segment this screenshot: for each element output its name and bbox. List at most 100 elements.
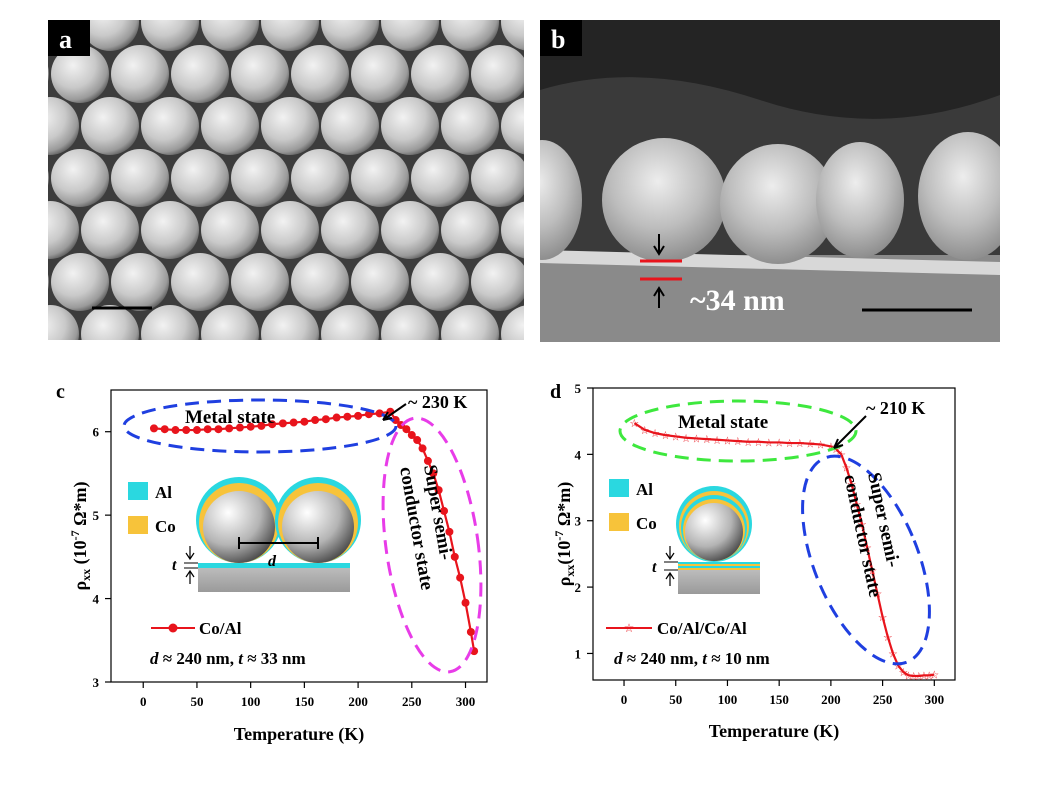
spacing-d-label: d bbox=[268, 553, 277, 570]
sem-sphere bbox=[381, 97, 439, 155]
transition-arrow-icon bbox=[382, 403, 407, 421]
data-point: ☆ bbox=[733, 436, 743, 448]
sem-sphere bbox=[111, 357, 169, 415]
sem-sphere bbox=[441, 201, 499, 259]
data-point: ☆ bbox=[816, 439, 826, 451]
sem-sphere bbox=[471, 149, 524, 207]
x-tick-label: 300 bbox=[925, 692, 945, 707]
data-point bbox=[407, 431, 416, 440]
sem-sphere bbox=[261, 97, 319, 155]
panel-b-top-haze bbox=[540, 20, 1000, 119]
metal-state-ellipse bbox=[122, 398, 398, 454]
panel-b-sphere-right bbox=[918, 132, 1000, 260]
panel-c-legend-label: Co/Al bbox=[199, 619, 242, 638]
core-sphere bbox=[203, 491, 275, 563]
sem-sphere bbox=[201, 201, 259, 259]
panel-b-sphere bbox=[720, 144, 836, 264]
sem-sphere bbox=[471, 357, 529, 415]
panel-c-frame bbox=[110, 389, 488, 683]
y-tick-label: 3 bbox=[575, 514, 582, 529]
panel-b-thickness-label: ~34 nm bbox=[690, 284, 785, 317]
sem-sphere bbox=[471, 45, 524, 103]
x-tick-label: 150 bbox=[769, 692, 789, 707]
metal-state-label: Metal state bbox=[185, 407, 275, 428]
panel-d-ylabel: ρxx(10-7 Ω*m) bbox=[552, 482, 577, 587]
data-point: ☆ bbox=[629, 418, 639, 430]
sem-sphere bbox=[141, 201, 199, 259]
panel-c-label: c bbox=[56, 381, 65, 403]
sem-sphere bbox=[48, 201, 79, 259]
sem-sphere bbox=[441, 305, 499, 340]
substrate bbox=[678, 570, 760, 594]
sem-sphere bbox=[231, 45, 289, 103]
sem-sphere bbox=[411, 149, 469, 207]
sem-sphere bbox=[48, 170, 49, 186]
panel-a: a bbox=[0, 0, 649, 415]
data-point: ☆ bbox=[883, 632, 893, 644]
sem-sphere bbox=[501, 305, 524, 340]
sem-sphere bbox=[0, 0, 19, 51]
data-point bbox=[171, 426, 180, 435]
sem-sphere bbox=[0, 357, 49, 415]
data-point: ☆ bbox=[640, 425, 650, 437]
data-point: ☆ bbox=[681, 433, 691, 445]
sem-sphere bbox=[351, 149, 409, 207]
data-point: ☆ bbox=[785, 438, 795, 450]
film-layer bbox=[678, 562, 760, 564]
sem-sphere bbox=[81, 305, 139, 340]
sem-sphere bbox=[171, 253, 229, 311]
panel-b-sphere bbox=[602, 138, 726, 262]
sem-sphere bbox=[591, 357, 649, 415]
co-legend-label: Co bbox=[636, 514, 657, 533]
al-legend-label: Al bbox=[155, 483, 172, 502]
x-tick-label: 250 bbox=[873, 692, 893, 707]
data-point: ☆ bbox=[893, 660, 903, 672]
data-point: ☆ bbox=[754, 437, 764, 449]
data-point: ☆ bbox=[723, 435, 733, 447]
panel-b-sphere bbox=[816, 142, 904, 258]
sem-sphere bbox=[411, 253, 469, 311]
data-point bbox=[257, 421, 266, 430]
data-point bbox=[182, 426, 191, 435]
data-point: ☆ bbox=[898, 667, 908, 679]
sem-sphere bbox=[111, 149, 169, 207]
y-tick-label: 2 bbox=[575, 580, 582, 595]
sem-sphere bbox=[48, 305, 79, 340]
sem-sphere bbox=[51, 253, 109, 311]
y-tick-label: 4 bbox=[93, 592, 100, 607]
sem-sphere bbox=[261, 20, 319, 51]
panel-c-ylabel: ρxx (10-7 Ω*m) bbox=[68, 481, 93, 590]
x-tick-label: 300 bbox=[456, 694, 476, 709]
thickness-up-arrow-icon bbox=[185, 569, 195, 584]
panel-d-legend-label: Co/Al/Co/Al bbox=[657, 619, 747, 638]
sem-sphere bbox=[0, 305, 19, 363]
panel-b-arrow-up-icon bbox=[653, 286, 665, 308]
sem-sphere bbox=[111, 253, 169, 311]
sem-sphere bbox=[381, 305, 439, 340]
thickness-t-label: t bbox=[652, 559, 657, 576]
data-point bbox=[289, 418, 298, 427]
x-tick-label: 200 bbox=[821, 692, 841, 707]
data-point bbox=[354, 411, 363, 420]
co-legend-label: Co bbox=[155, 517, 176, 536]
data-point: ☆ bbox=[774, 437, 784, 449]
x-tick-label: 200 bbox=[348, 694, 368, 709]
panel-b: ~34 nm b bbox=[540, 20, 1000, 342]
panel-b-sphere-left bbox=[540, 140, 582, 260]
data-point bbox=[321, 415, 330, 424]
sem-sphere bbox=[291, 253, 349, 311]
panel-c-axes: 0 50 100 150 200 250 300 3 4 5 6 bbox=[93, 407, 479, 709]
sem-sphere bbox=[141, 20, 199, 51]
panel-c: c 0 50 100 150 200 250 300 3 4 5 6 Temperature (K)… bbox=[56, 381, 488, 745]
x-tick-label: 0 bbox=[621, 692, 628, 707]
data-point bbox=[311, 416, 320, 425]
x-tick-label: 0 bbox=[140, 694, 147, 709]
sem-sphere bbox=[501, 201, 524, 259]
panel-c-legend-marker bbox=[168, 623, 178, 633]
sem-sphere bbox=[351, 45, 409, 103]
panel-d-schematic: Al Co t bbox=[609, 479, 760, 594]
data-point: ☆ bbox=[831, 444, 841, 456]
data-point: ☆ bbox=[764, 437, 774, 449]
